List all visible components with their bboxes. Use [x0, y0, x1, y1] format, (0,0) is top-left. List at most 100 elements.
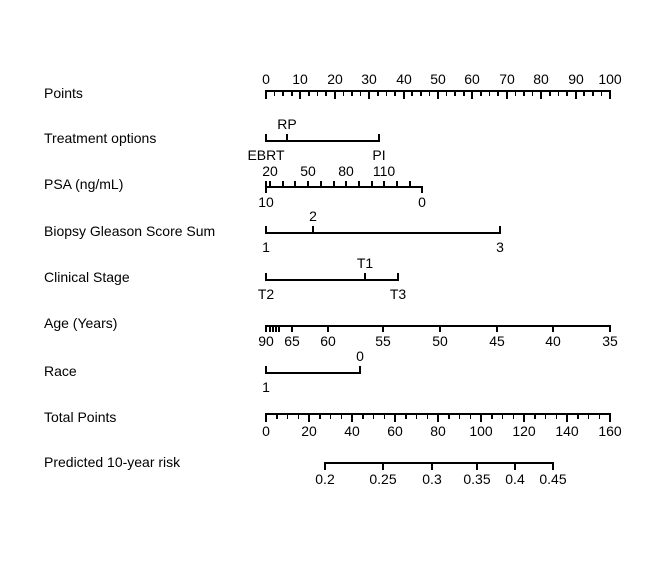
- axis-tick: [385, 90, 388, 96]
- axis-tick: [480, 90, 482, 96]
- axis-tick: [286, 134, 288, 142]
- tick-label: 0.45: [539, 471, 567, 487]
- tick-label: 0: [418, 194, 426, 210]
- tick-label: 3: [496, 239, 504, 255]
- axis-tick: [600, 90, 603, 96]
- axis-tick: [320, 181, 322, 188]
- tick-label: 20: [262, 163, 278, 179]
- axis-tick: [512, 413, 514, 419]
- axis-tick: [428, 90, 431, 96]
- axis-tick: [299, 90, 301, 99]
- axis-tick: [531, 90, 534, 96]
- tick-label: 20: [301, 423, 317, 439]
- tick-label: 0: [262, 71, 270, 87]
- tick-label: 50: [430, 71, 446, 87]
- axis-tick: [523, 90, 525, 96]
- axis-tick: [583, 90, 585, 96]
- axis-tick: [286, 413, 289, 419]
- axis-tick: [329, 413, 332, 419]
- row-label-treatment: Treatment options: [44, 130, 157, 146]
- axis-tick: [609, 413, 611, 422]
- tick-label: 60: [320, 333, 336, 349]
- axis-tick: [480, 413, 482, 422]
- axis-tick: [421, 186, 423, 193]
- axis-tick: [334, 90, 336, 99]
- tick-label: 0.4: [505, 471, 525, 487]
- axis-line-treatment: [266, 140, 380, 142]
- axis-tick: [454, 90, 456, 96]
- axis-tick: [265, 273, 267, 281]
- axis-tick: [368, 90, 370, 99]
- tick-label: 35: [602, 333, 618, 349]
- axis-tick: [265, 325, 267, 332]
- axis-tick: [371, 181, 373, 188]
- axis-tick: [312, 226, 314, 234]
- axis-tick: [496, 325, 498, 332]
- axis-tick: [327, 325, 329, 332]
- axis-tick: [396, 181, 398, 188]
- axis-line-race: [266, 372, 361, 374]
- axis-tick: [463, 90, 465, 96]
- axis-tick: [378, 134, 380, 142]
- axis-tick: [275, 325, 277, 332]
- axis-tick: [506, 90, 508, 99]
- axis-tick: [319, 413, 321, 419]
- axis-tick: [362, 413, 364, 419]
- axis-tick: [534, 413, 536, 419]
- axis-tick: [476, 462, 478, 470]
- tick-label: 1: [262, 239, 270, 255]
- axis-tick: [291, 90, 293, 96]
- tick-label: 55: [375, 333, 391, 349]
- tick-label: 50: [300, 163, 316, 179]
- axis-tick: [372, 413, 375, 419]
- axis-tick: [265, 366, 267, 374]
- axis-tick: [394, 413, 396, 422]
- axis-tick: [351, 413, 353, 422]
- tick-label: 60: [387, 423, 403, 439]
- tick-label: 160: [598, 423, 622, 439]
- axis-tick: [272, 325, 274, 332]
- tick-label: T1: [356, 255, 374, 271]
- axis-tick: [501, 413, 504, 419]
- axis-tick: [403, 90, 405, 99]
- tick-label: 110: [372, 163, 396, 179]
- axis-tick: [308, 413, 310, 422]
- axis-tick: [577, 413, 579, 419]
- axis-tick: [297, 413, 299, 419]
- tick-label: 10: [292, 71, 308, 87]
- axis-tick: [377, 90, 379, 96]
- tick-label: 2: [309, 208, 317, 224]
- axis-tick: [265, 226, 267, 234]
- axis-tick: [364, 273, 366, 281]
- axis-tick: [409, 181, 411, 188]
- axis-tick: [514, 90, 517, 96]
- tick-label: 120: [512, 423, 536, 439]
- tick-label: 80: [533, 71, 549, 87]
- axis-tick: [265, 90, 267, 99]
- axis-tick: [458, 413, 461, 419]
- axis-tick: [544, 413, 547, 419]
- tick-label: PI: [372, 147, 386, 163]
- axis-tick: [342, 90, 345, 96]
- axis-tick: [325, 90, 327, 96]
- axis-tick: [448, 413, 450, 419]
- axis-tick: [383, 413, 385, 419]
- axis-tick: [333, 181, 335, 188]
- axis-line-risk: [325, 462, 554, 464]
- axis-tick: [566, 90, 568, 96]
- axis-tick: [557, 90, 560, 96]
- tick-label: 60: [464, 71, 480, 87]
- axis-tick: [269, 181, 271, 188]
- axis-tick: [609, 90, 611, 99]
- axis-tick: [278, 325, 280, 332]
- tick-label: 0.25: [369, 471, 397, 487]
- tick-label: 40: [545, 333, 561, 349]
- axis-tick: [265, 413, 267, 422]
- axis-tick: [265, 134, 267, 142]
- axis-line-stage: [266, 279, 399, 281]
- tick-label: 80: [430, 423, 446, 439]
- tick-label: 80: [338, 163, 354, 179]
- axis-tick: [566, 413, 568, 422]
- row-label-stage: Clinical Stage: [44, 269, 130, 285]
- axis-tick: [282, 90, 284, 96]
